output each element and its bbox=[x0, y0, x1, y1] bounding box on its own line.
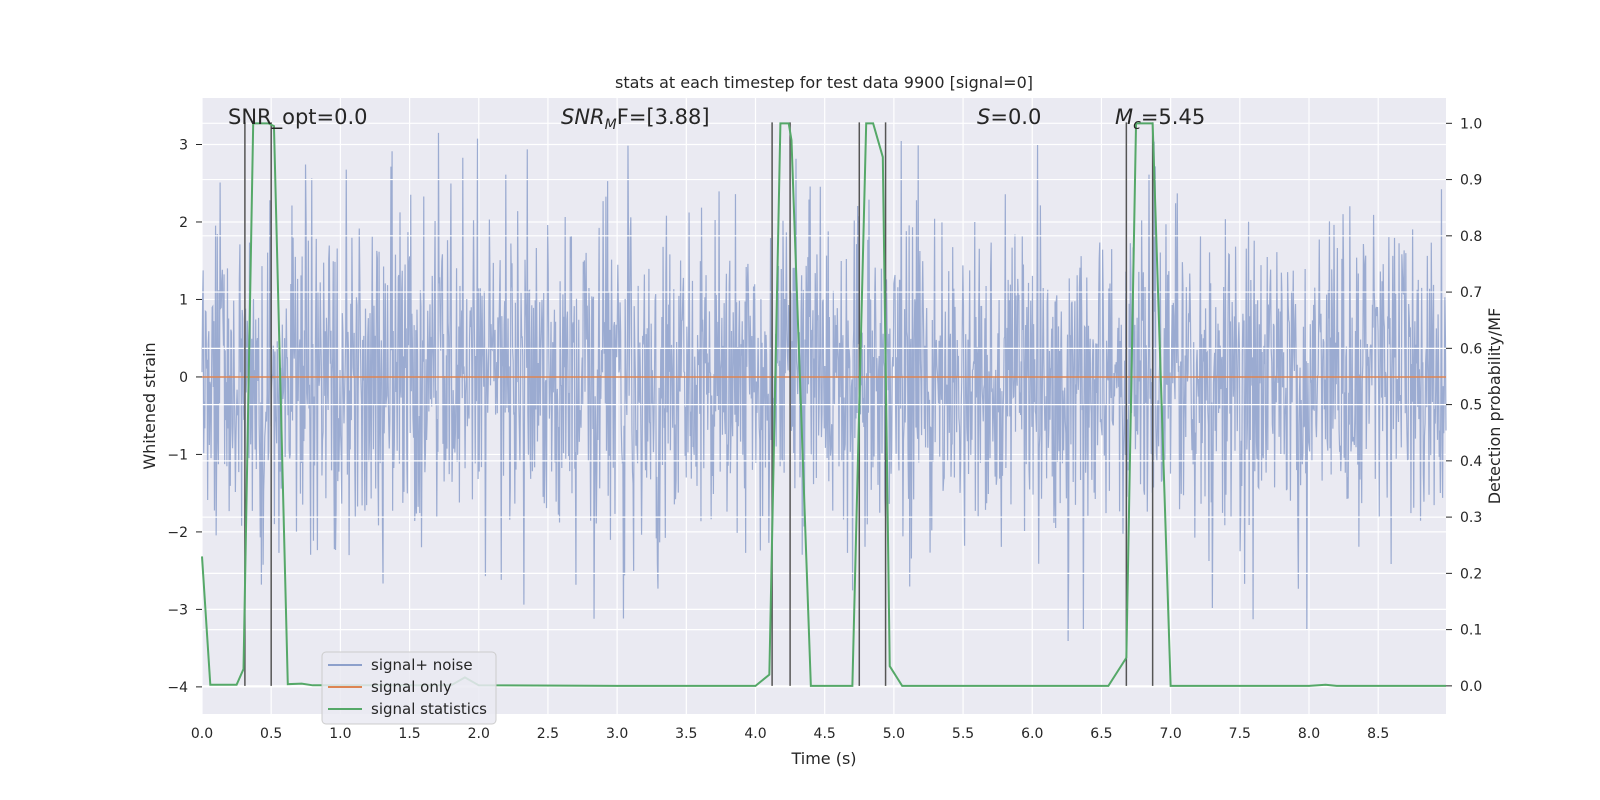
right-axis-grid bbox=[202, 122, 1446, 687]
y-tick-label-left: −3 bbox=[167, 602, 188, 618]
y-tick-label-right: 0.1 bbox=[1460, 623, 1482, 639]
signal-statistics-series bbox=[201, 122, 1446, 687]
x-axis-label: Time (s) bbox=[790, 749, 856, 768]
y-tick-label-right: 0.8 bbox=[1460, 229, 1482, 245]
x-tick-label: 2.5 bbox=[537, 726, 559, 742]
legend-label-noise: signal+ noise bbox=[371, 656, 473, 674]
y-tick-label-left: −4 bbox=[167, 680, 188, 696]
y-axis-label-left: Whitened strain bbox=[140, 342, 159, 469]
annotation-snr-opt: SNR_opt=0.0 bbox=[228, 105, 368, 130]
legend-label-stats: signal statistics bbox=[371, 700, 487, 718]
y-tick-label-left: −1 bbox=[167, 447, 188, 463]
x-tick-label: 6.5 bbox=[1090, 726, 1112, 742]
right-y-axis: 0.0 0.1 0.2 0.3 0.4 0.5 0.6 0.7 0.8 0.9 1.0 bbox=[1446, 116, 1482, 695]
x-tick-label: 5.0 bbox=[883, 726, 905, 742]
y-tick-label-right: 0.2 bbox=[1460, 566, 1482, 582]
y-tick-label-left: 3 bbox=[179, 137, 188, 153]
y-tick-label-right: 0.9 bbox=[1460, 173, 1482, 189]
y-tick-label-right: 1.0 bbox=[1460, 116, 1482, 132]
y-tick-label-left: 1 bbox=[179, 292, 188, 308]
legend-label-signal: signal only bbox=[371, 678, 452, 696]
x-tick-label: 8.0 bbox=[1298, 726, 1320, 742]
annotation-snr-mf: SNRMF=[3.88] bbox=[561, 105, 710, 133]
annotation-s: S=0.0 bbox=[977, 105, 1041, 129]
annotation-mc: Mc=5.45 bbox=[1115, 105, 1205, 133]
x-tick-label: 3.0 bbox=[606, 726, 628, 742]
x-tick-label: 1.0 bbox=[329, 726, 351, 742]
y-tick-label-right: 0.6 bbox=[1460, 341, 1482, 357]
x-tick-label: 3.5 bbox=[675, 726, 697, 742]
x-tick-label: 4.5 bbox=[814, 726, 836, 742]
y-tick-label-right: 0.3 bbox=[1460, 510, 1482, 526]
y-tick-label-left: 0 bbox=[179, 370, 188, 386]
signal-statistics-line bbox=[201, 122, 1446, 687]
x-tick-label: 4.0 bbox=[744, 726, 766, 742]
x-tick-label: 7.5 bbox=[1229, 726, 1251, 742]
legend: signal+ noise signal only signal statist… bbox=[321, 651, 497, 725]
y-tick-label-left: 2 bbox=[179, 215, 188, 231]
x-tick-label: 0.0 bbox=[191, 726, 213, 742]
x-tick-label: 0.5 bbox=[260, 726, 282, 742]
legend-box bbox=[321, 651, 497, 725]
left-y-axis: −4 −3 −2 −1 0 1 2 3 bbox=[167, 137, 202, 696]
y-tick-label-right: 0.5 bbox=[1460, 398, 1482, 414]
x-tick-label: 8.5 bbox=[1367, 726, 1389, 742]
y-tick-label-right: 0.0 bbox=[1460, 679, 1482, 695]
y-tick-label-left: −2 bbox=[167, 525, 188, 541]
x-tick-label: 7.0 bbox=[1159, 726, 1181, 742]
x-tick-label: 1.5 bbox=[398, 726, 420, 742]
y-tick-label-right: 0.7 bbox=[1460, 285, 1482, 301]
y-tick-label-right: 0.4 bbox=[1460, 454, 1482, 470]
x-tick-label: 2.0 bbox=[468, 726, 490, 742]
y-axis-label-right: Detection probability/MF bbox=[1485, 308, 1504, 505]
x-axis: 0.0 0.5 1.0 1.5 2.0 2.5 3.0 3.5 4.0 4.5 5.0 5.5 6.0 6… bbox=[191, 726, 1389, 742]
x-tick-label: 5.5 bbox=[952, 726, 974, 742]
x-tick-label: 6.0 bbox=[1021, 726, 1043, 742]
chart-title: stats at each timestep for test data 990… bbox=[615, 73, 1033, 92]
